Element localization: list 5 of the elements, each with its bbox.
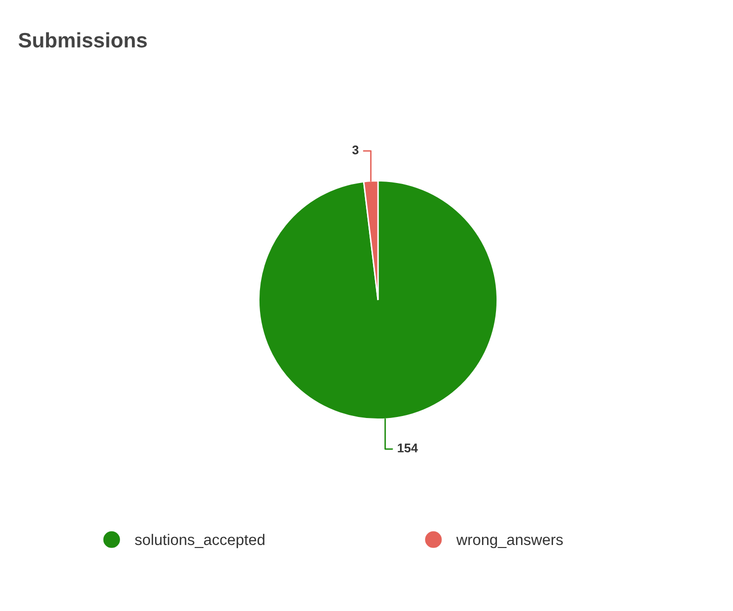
legend-label: solutions_accepted — [134, 534, 264, 548]
legend-label: wrong_answers — [456, 536, 563, 548]
data-label: 3 — [352, 145, 358, 154]
chart-title: Submissions — [18, 32, 147, 48]
data-label: 154 — [398, 444, 418, 452]
